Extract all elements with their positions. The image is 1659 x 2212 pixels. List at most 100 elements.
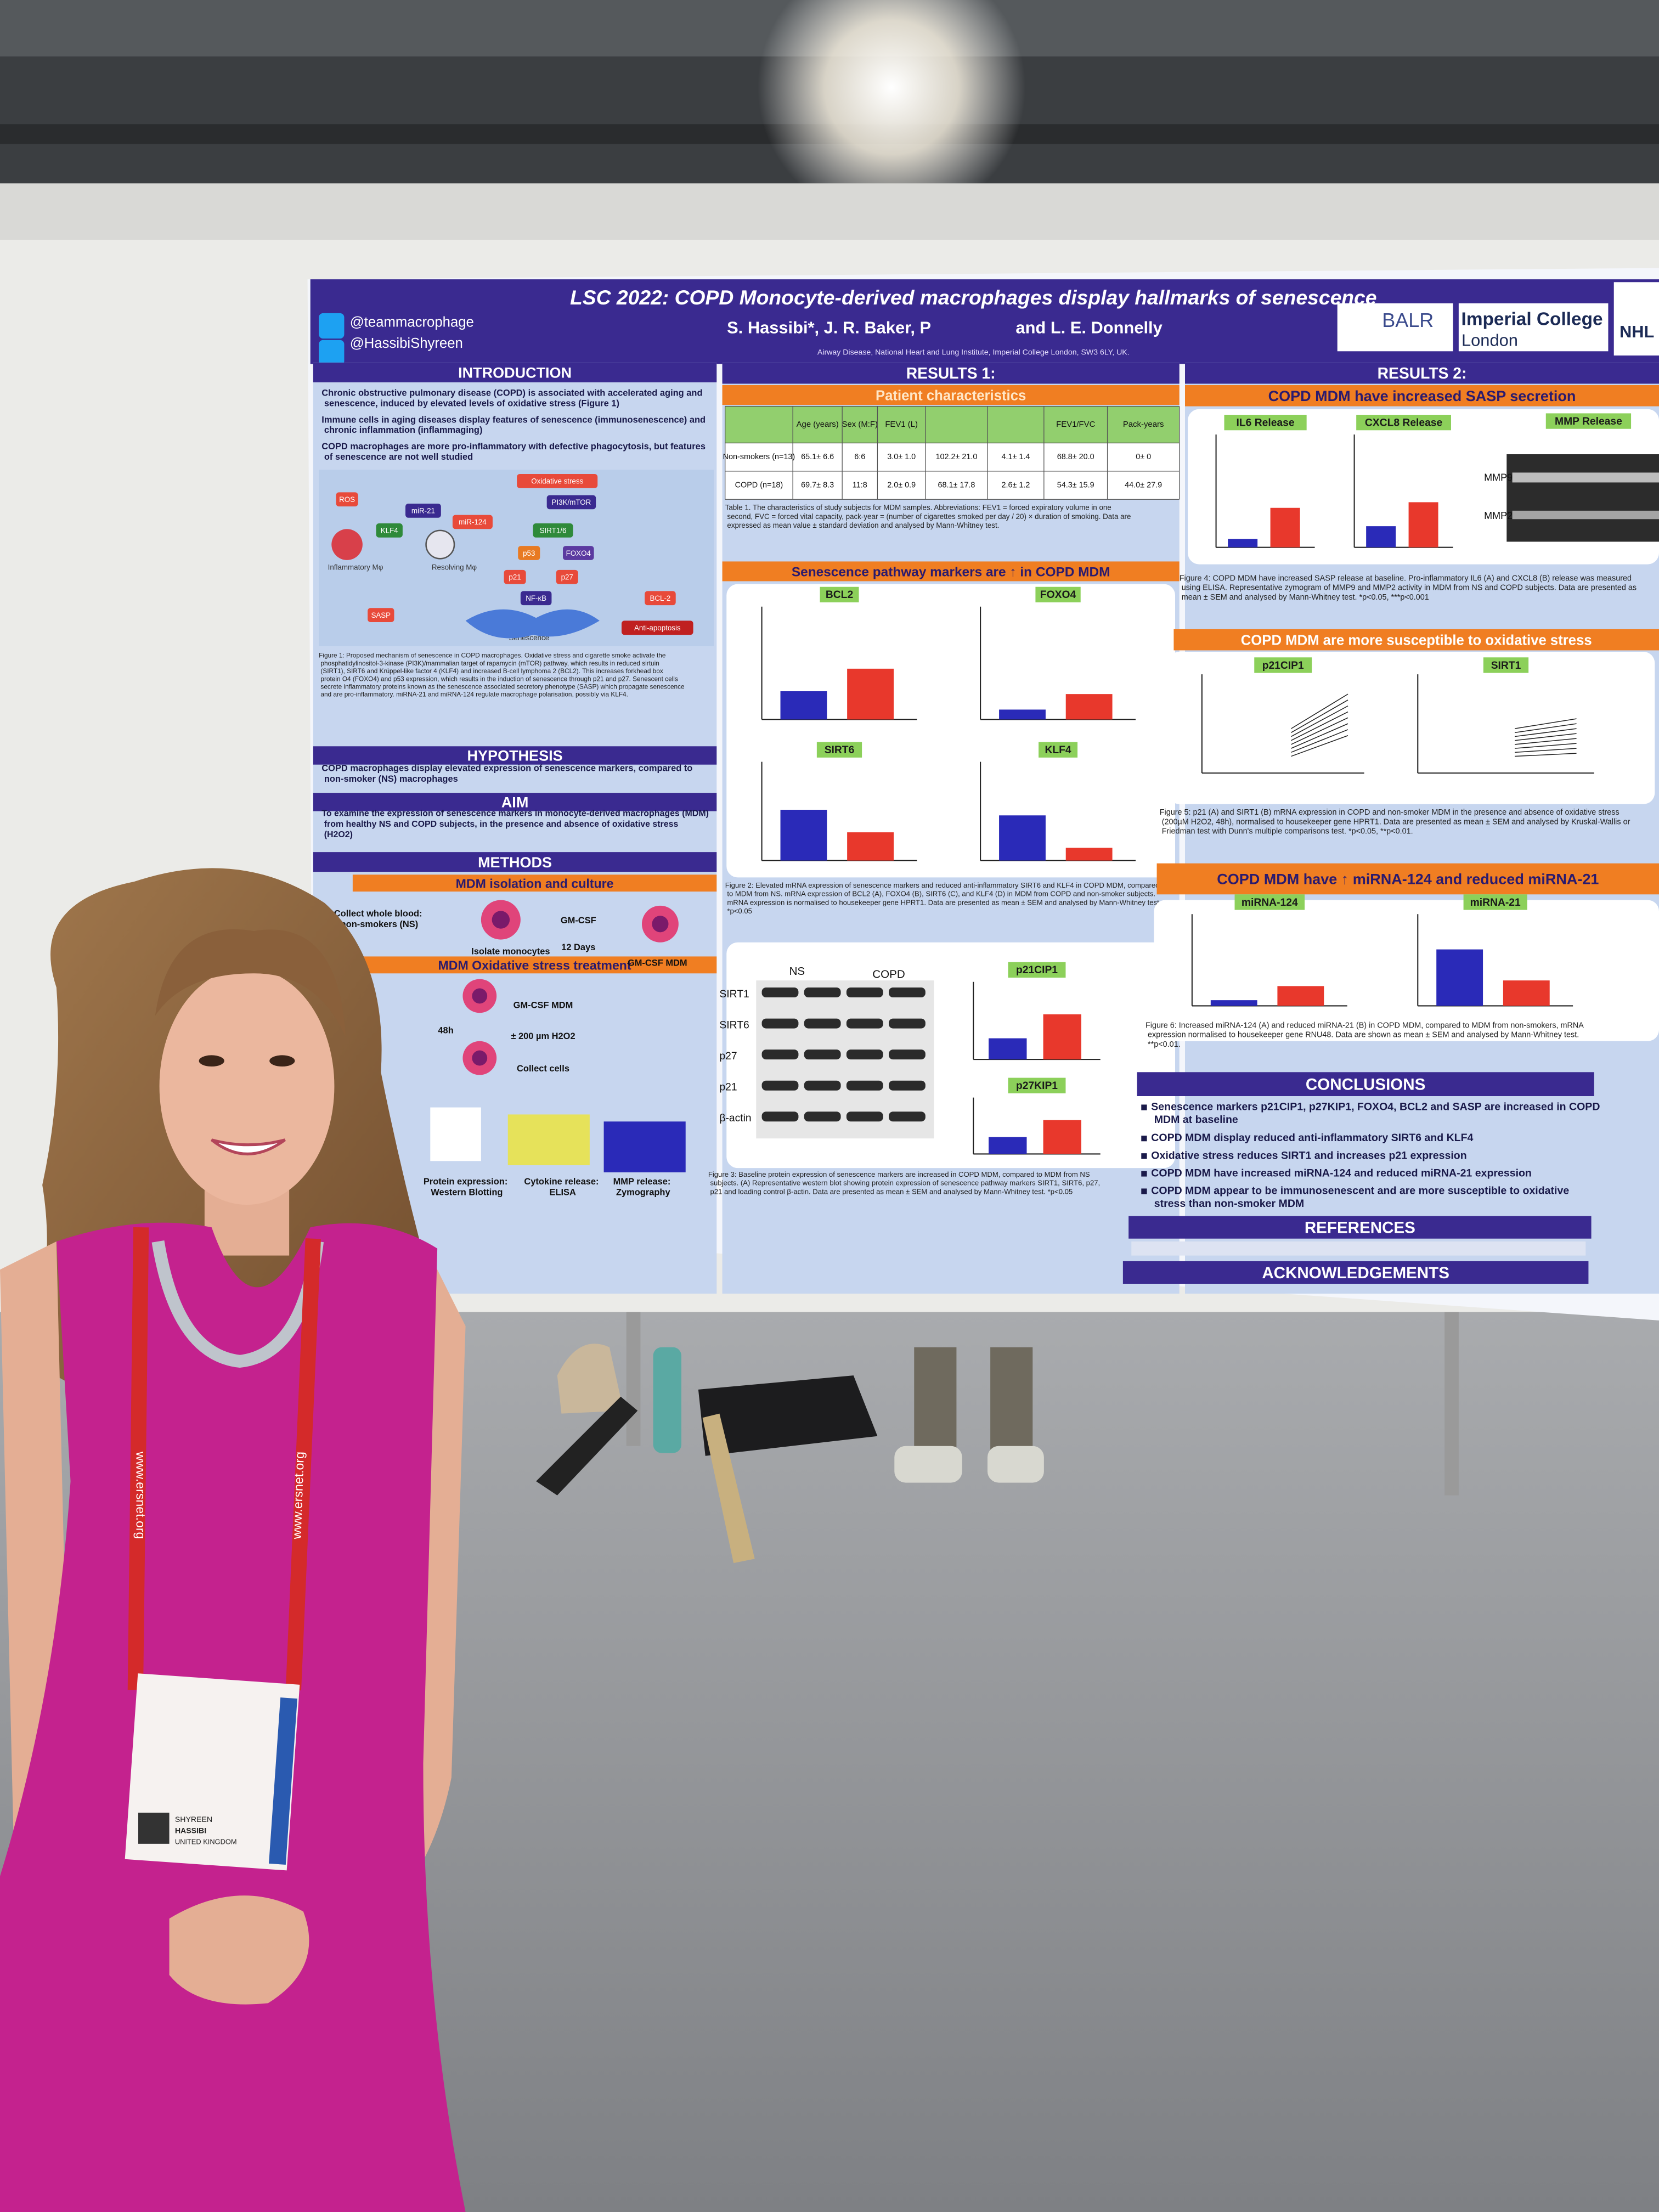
paragraph: Figure 2: Elevated mRNA expression of se… bbox=[725, 881, 1161, 915]
paired-line bbox=[1514, 723, 1577, 733]
paired-line bbox=[1514, 718, 1577, 729]
paragraph: Cytokine release: ELISA bbox=[524, 1177, 599, 1198]
diagram-box bbox=[376, 523, 403, 538]
logo-box bbox=[1337, 303, 1453, 352]
blot-band bbox=[889, 1080, 926, 1091]
blot-band bbox=[846, 1018, 883, 1029]
bar bbox=[1043, 1120, 1081, 1154]
paragraph: GM-CSF bbox=[561, 916, 596, 926]
nucleus bbox=[652, 916, 669, 933]
eye bbox=[199, 1055, 224, 1066]
text: MDM isolation and culture bbox=[456, 876, 614, 890]
person-leg bbox=[990, 1347, 1033, 1453]
text: 102.2± 21.0 bbox=[935, 453, 977, 461]
text: COPD MDM are more susceptible to oxidati… bbox=[1241, 633, 1592, 648]
section-heading bbox=[313, 793, 717, 811]
text: Oxidative stress bbox=[531, 477, 583, 486]
diagram-box bbox=[563, 546, 594, 560]
text: London bbox=[1462, 330, 1518, 349]
text: Resolving Mφ bbox=[432, 563, 477, 572]
paragraph: COPD MDM appear to be immunosenescent an… bbox=[1151, 1185, 1569, 1210]
paragraph: Protein expression: Western Blotting bbox=[424, 1177, 507, 1198]
text: KLF4 bbox=[1045, 744, 1071, 756]
text: Non-smokers (n=13) bbox=[723, 453, 795, 461]
blot-band bbox=[804, 1080, 841, 1091]
diagram-box bbox=[621, 620, 693, 635]
blot-band bbox=[846, 1111, 883, 1122]
badge-stripe bbox=[269, 1697, 297, 1865]
section-heading bbox=[352, 874, 717, 892]
paragraph: COPD MDM display reduced anti-inflammato… bbox=[1151, 1132, 1473, 1144]
qr-code bbox=[138, 1813, 170, 1844]
text: CONCLUSIONS bbox=[1306, 1076, 1425, 1094]
text: SIRT1 bbox=[1491, 660, 1521, 672]
text: MMP2 bbox=[1484, 510, 1513, 521]
nucleus bbox=[472, 988, 488, 1004]
section-heading bbox=[1185, 385, 1659, 407]
text: PI3K/mTOR bbox=[552, 498, 591, 506]
paragraph: GM-CSF MDM bbox=[514, 1001, 573, 1011]
text: miRNA-124 bbox=[1242, 897, 1298, 909]
bar bbox=[1228, 539, 1258, 548]
text: SIRT6 bbox=[825, 744, 855, 756]
text: Inflammatory Mφ bbox=[328, 563, 383, 572]
text: NF-κB bbox=[526, 594, 546, 602]
blot-band bbox=[846, 988, 883, 997]
text: miRNA-21 bbox=[1470, 897, 1521, 909]
blot-band bbox=[761, 1080, 799, 1091]
diagram-box bbox=[518, 546, 540, 560]
blot-band bbox=[804, 1018, 841, 1029]
blot-band bbox=[761, 1111, 799, 1122]
text: NS bbox=[789, 965, 805, 978]
bar bbox=[999, 815, 1046, 861]
bar bbox=[847, 832, 894, 861]
text: SIRT1/6 bbox=[540, 527, 567, 535]
text: SHYREEN bbox=[175, 1815, 212, 1824]
diagram-box bbox=[556, 569, 578, 584]
text: Senescence pathway markers are ↑ in COPD… bbox=[792, 565, 1110, 579]
text: p53 bbox=[523, 549, 535, 557]
text: 3.0± 1.0 bbox=[887, 453, 916, 461]
method-image bbox=[507, 1114, 590, 1165]
text: COPD (n=18) bbox=[735, 481, 783, 489]
nucleus bbox=[472, 1050, 488, 1066]
text: @teammacrophage bbox=[350, 315, 474, 330]
diagram-box bbox=[645, 591, 676, 606]
person-leg bbox=[914, 1347, 957, 1453]
paragraph: Immune cells in aging diseases display f… bbox=[321, 415, 706, 436]
text: p21CIP1 bbox=[1262, 660, 1304, 672]
text: 2.6± 1.2 bbox=[1001, 481, 1030, 489]
panel-label-bg bbox=[1483, 657, 1529, 673]
section-heading bbox=[352, 956, 717, 974]
panel-label-bg bbox=[1035, 586, 1081, 602]
logo-box bbox=[1458, 303, 1609, 352]
poster-tube bbox=[702, 1413, 755, 1564]
twitter-icon bbox=[319, 340, 345, 365]
panel-label-bg bbox=[1356, 415, 1451, 431]
bag bbox=[557, 1344, 624, 1414]
lanyard bbox=[127, 1227, 149, 1690]
text: Imperial College bbox=[1462, 309, 1603, 330]
bullet bbox=[1141, 1171, 1147, 1177]
blot-band bbox=[804, 1049, 841, 1060]
text: HYPOTHESIS bbox=[467, 748, 563, 764]
text: Anti-apoptosis bbox=[634, 624, 681, 632]
panel-label-bg bbox=[1039, 742, 1078, 758]
text: p27KIP1 bbox=[1016, 1080, 1058, 1092]
section-heading bbox=[722, 561, 1180, 582]
paired-line bbox=[1514, 733, 1577, 741]
paragraph: MMP release: Zymography bbox=[613, 1177, 671, 1198]
bar bbox=[780, 810, 827, 861]
text: RESULTS 2: bbox=[1378, 364, 1467, 382]
bar bbox=[1210, 1000, 1257, 1006]
text: SASP bbox=[371, 611, 391, 619]
text: BALR bbox=[1382, 309, 1434, 331]
text: COPD bbox=[872, 968, 905, 980]
paragraph: GM-CSF MDM bbox=[628, 958, 687, 968]
paired-line bbox=[1514, 728, 1577, 737]
text: 54.3± 15.9 bbox=[1057, 481, 1094, 489]
paragraph: ± 200 µm H2O2 bbox=[511, 1031, 575, 1041]
text: 69.7± 8.3 bbox=[801, 481, 834, 489]
paragraph: Figure 6: Increased miRNA-124 (A) and re… bbox=[1146, 1021, 1584, 1049]
text: ACKNOWLEDGEMENTS bbox=[1262, 1264, 1449, 1282]
